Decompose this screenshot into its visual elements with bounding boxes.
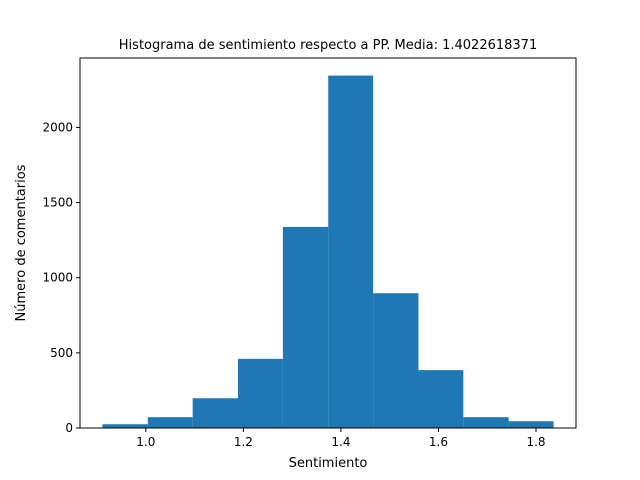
histogram-bar — [463, 417, 509, 428]
x-tick-label: 1.6 — [429, 435, 448, 449]
x-tick-label: 1.2 — [234, 435, 253, 449]
x-axis-ticks: 1.0 1.2 1.4 1.6 1.8 — [136, 428, 546, 449]
x-tick-label: 1.8 — [526, 435, 545, 449]
y-tick-label: 0 — [65, 421, 73, 435]
y-tick-label: 2000 — [42, 120, 73, 134]
plot-frame — [79, 57, 577, 429]
histogram-bar — [102, 424, 148, 428]
x-tick-label: 1.4 — [331, 435, 350, 449]
bars — [102, 75, 554, 428]
histogram-bar — [328, 75, 374, 428]
histogram-bar — [373, 293, 419, 428]
histogram-bar — [238, 358, 283, 428]
histogram-bar — [192, 398, 239, 428]
chart-title: Histograma de sentimiento respecto a PP.… — [119, 38, 537, 53]
y-tick-label: 1500 — [42, 196, 73, 210]
x-tick-label: 1.0 — [136, 435, 155, 449]
histogram-bar — [147, 417, 193, 428]
histogram-bar — [508, 421, 554, 428]
histogram-bar — [282, 226, 329, 428]
y-tick-label: 500 — [50, 346, 73, 360]
x-axis-label: Sentimiento — [289, 456, 368, 471]
y-tick-label: 1000 — [42, 271, 73, 285]
y-axis-label: Número de comentarios — [14, 164, 29, 321]
histogram-bar — [418, 370, 464, 428]
y-axis-ticks: 0 500 1000 1500 2000 — [42, 120, 80, 435]
